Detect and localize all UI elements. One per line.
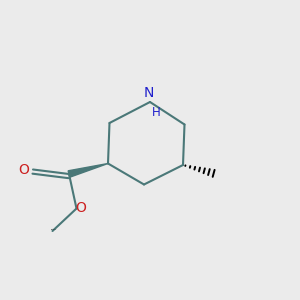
Text: O: O — [76, 201, 86, 214]
Text: H: H — [152, 106, 161, 119]
Text: methoxy: methoxy — [51, 228, 57, 230]
Text: O: O — [19, 163, 29, 176]
Text: N: N — [143, 85, 154, 100]
Polygon shape — [68, 164, 108, 177]
